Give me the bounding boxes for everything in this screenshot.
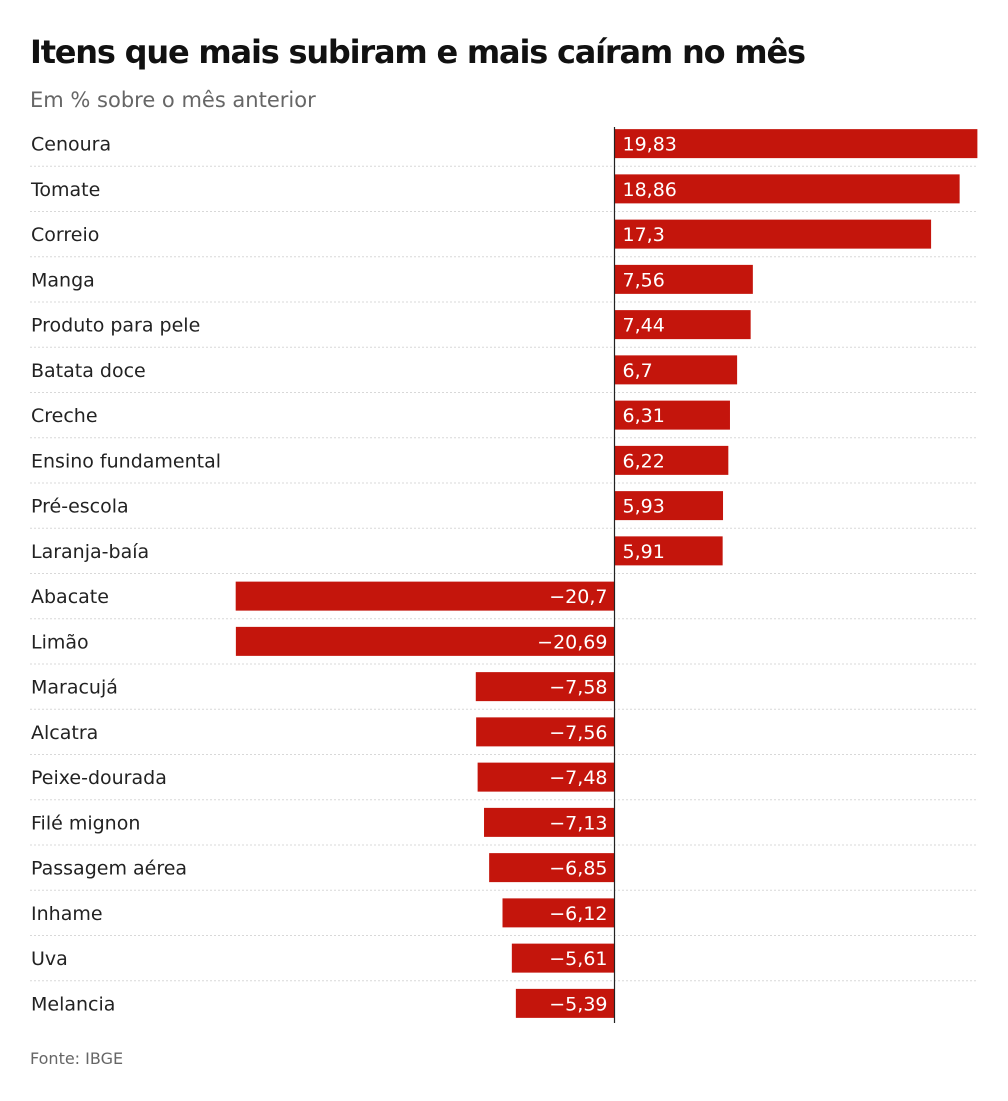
value-label: 5,91 — [623, 541, 665, 563]
category-label: Abacate — [31, 586, 109, 608]
value-label: 7,44 — [623, 315, 665, 337]
bar-negative — [502, 898, 615, 928]
bar-positive — [614, 445, 729, 475]
value-label: 18,86 — [623, 179, 677, 201]
value-label: −5,39 — [549, 993, 607, 1015]
category-label: Cenoura — [31, 134, 111, 156]
category-label: Pré-escola — [31, 496, 129, 518]
category-label: Manga — [31, 269, 95, 291]
category-label: Correio — [31, 224, 99, 246]
bar-negative — [515, 988, 615, 1018]
category-label: Creche — [31, 405, 98, 427]
value-label: 19,83 — [623, 134, 677, 156]
value-label: −20,69 — [537, 631, 607, 653]
bar-positive — [614, 129, 978, 159]
bar-negative — [235, 626, 615, 656]
category-label: Limão — [31, 631, 89, 653]
value-label: 6,22 — [623, 450, 665, 472]
bar-positive — [614, 355, 738, 385]
category-label: Ensino fundamental — [31, 450, 221, 472]
bar-positive — [614, 491, 724, 521]
bar-positive — [614, 310, 751, 340]
bar-positive — [614, 219, 932, 249]
value-label: −7,56 — [549, 722, 607, 744]
value-label: 6,31 — [623, 405, 665, 427]
bar-positive — [614, 536, 723, 566]
value-label: 6,7 — [623, 360, 653, 382]
bar-negative — [484, 807, 615, 837]
value-label: −7,13 — [549, 812, 607, 834]
category-label: Produto para pele — [31, 315, 200, 337]
chart-subtitle: Em % sobre o mês anterior — [30, 88, 316, 112]
value-label: 5,93 — [623, 496, 665, 518]
category-label: Tomate — [30, 179, 100, 201]
category-label: Alcatra — [31, 722, 98, 744]
bar-negative — [489, 853, 615, 883]
category-label: Filé mignon — [31, 812, 140, 834]
category-label: Passagem aérea — [31, 858, 187, 880]
bar-negative — [477, 762, 615, 792]
value-label: −6,12 — [549, 903, 607, 925]
category-label: Laranja-baía — [31, 541, 149, 563]
value-label: −5,61 — [549, 948, 607, 970]
value-label: 17,3 — [623, 224, 665, 246]
category-label: Peixe-dourada — [31, 767, 167, 789]
bar-negative — [476, 717, 615, 747]
source-note: Fonte: IBGE — [30, 1049, 124, 1068]
category-label: Uva — [31, 948, 68, 970]
category-label: Melancia — [31, 993, 115, 1015]
value-label: −7,58 — [549, 677, 607, 699]
bar-negative — [235, 581, 615, 611]
category-label: Batata doce — [31, 360, 146, 382]
chart-title: Itens que mais subiram e mais caíram no … — [30, 33, 806, 71]
bar-positive — [614, 264, 753, 294]
category-label: Maracujá — [31, 677, 118, 699]
bar-chart: Cenoura 19,83 Tomate 18,86 Correio 17,3 Manga 7… — [30, 127, 978, 1023]
bar-positive — [614, 400, 730, 430]
bar-positive — [614, 174, 960, 204]
value-label: −7,48 — [549, 767, 607, 789]
value-label: −20,7 — [549, 586, 607, 608]
value-label: 7,56 — [623, 269, 665, 291]
value-label: −6,85 — [549, 858, 607, 880]
bar-negative — [475, 672, 615, 702]
category-label: Inhame — [31, 903, 103, 925]
bar-negative — [511, 943, 615, 973]
